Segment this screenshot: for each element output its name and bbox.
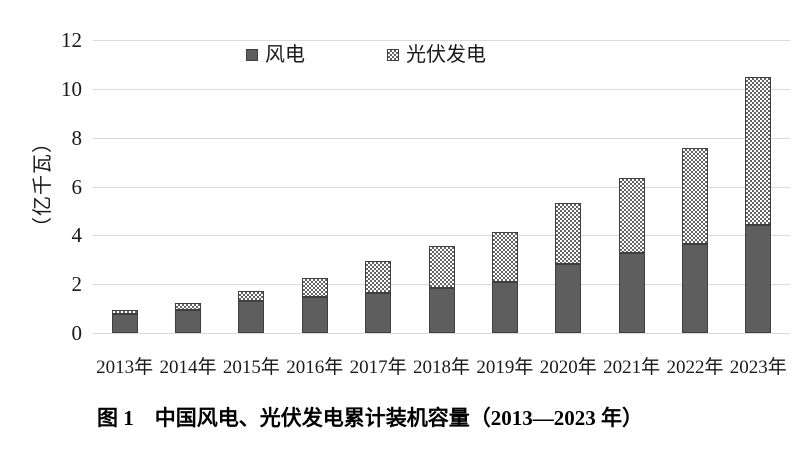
bar-segment-光伏发电-2018年 — [428, 245, 455, 289]
bar-segment-光伏发电-2017年 — [365, 261, 392, 293]
x-axis-label: 2016年 — [286, 357, 344, 378]
bar-segment-风电-2016年 — [301, 296, 328, 333]
x-axis-label: 2021年 — [603, 357, 661, 378]
legend-item-wind: 风电 — [246, 44, 305, 66]
bar-2020年 — [555, 40, 582, 333]
y-axis-label: 8 — [71, 125, 83, 150]
y-axis-label: 12 — [61, 28, 82, 52]
bar-segment-光伏发电-2016年 — [301, 277, 328, 297]
bar-2014年 — [175, 40, 202, 333]
gridline — [93, 137, 790, 139]
x-axis-label: 2023年 — [729, 357, 787, 378]
gridline — [93, 186, 790, 188]
x-axis-label: 2015年 — [222, 357, 280, 378]
x-axis-label: 2022年 — [666, 357, 724, 378]
bar-segment-风电-2023年 — [745, 225, 772, 333]
bar-2019年 — [491, 40, 518, 333]
bar-2015年 — [238, 40, 265, 333]
bar-segment-风电-2019年 — [491, 281, 518, 333]
y-axis-label: 6 — [71, 174, 83, 199]
bar-segment-风电-2013年 — [111, 314, 138, 333]
x-axis-label: 2013年 — [96, 357, 154, 378]
bar-segment-风电-2015年 — [238, 301, 265, 333]
bar-segment-光伏发电-2015年 — [238, 290, 265, 302]
bar-2021年 — [618, 40, 645, 333]
x-axis-label: 2019年 — [476, 357, 534, 378]
legend: 风电 光伏发电 — [246, 44, 486, 66]
y-axis-label: 4 — [71, 223, 83, 248]
bar-segment-光伏发电-2020年 — [555, 202, 582, 265]
bar-2018年 — [428, 40, 455, 333]
bar-segment-风电-2014年 — [175, 309, 202, 333]
legend-label-wind: 风电 — [265, 44, 305, 66]
bar-segment-光伏发电-2023年 — [745, 76, 772, 226]
bar-segment-风电-2017年 — [365, 292, 392, 333]
gridline — [93, 88, 790, 90]
bar-segment-风电-2020年 — [555, 264, 582, 333]
bar-2017年 — [365, 40, 392, 333]
y-axis-label: 0 — [71, 321, 83, 345]
bar-segment-光伏发电-2022年 — [681, 147, 708, 244]
bar-segment-风电-2018年 — [428, 288, 455, 333]
figure-caption: 图 1 中国风电、光伏发电累计装机容量（2013—2023 年） — [97, 406, 643, 430]
x-axis-label: 2014年 — [159, 357, 217, 378]
y-axis-label: 2 — [71, 272, 83, 297]
bar-segment-光伏发电-2013年 — [111, 309, 138, 315]
legend-item-solar: 光伏发电 — [387, 44, 486, 66]
gridline — [93, 235, 790, 237]
bar-2023年 — [745, 40, 772, 333]
gridline — [93, 40, 790, 41]
bar-2013年 — [111, 40, 138, 333]
wind-swatch-icon — [246, 49, 258, 61]
bar-2022年 — [681, 40, 708, 333]
x-axis-label: 2018年 — [412, 357, 470, 378]
solar-swatch-icon — [387, 49, 399, 61]
bar-2016年 — [301, 40, 328, 333]
x-axis-label: 2020年 — [539, 357, 597, 378]
bar-segment-光伏发电-2019年 — [491, 231, 518, 282]
gridline — [93, 333, 790, 334]
legend-label-solar: 光伏发电 — [406, 44, 486, 66]
bar-segment-风电-2021年 — [618, 252, 645, 333]
bar-segment-光伏发电-2021年 — [618, 178, 645, 253]
x-axis-label: 2017年 — [349, 357, 407, 378]
bar-segment-光伏发电-2014年 — [175, 302, 202, 310]
y-axis-label: 10 — [61, 76, 82, 101]
plot-area — [93, 40, 790, 334]
bar-segment-风电-2022年 — [681, 243, 708, 333]
